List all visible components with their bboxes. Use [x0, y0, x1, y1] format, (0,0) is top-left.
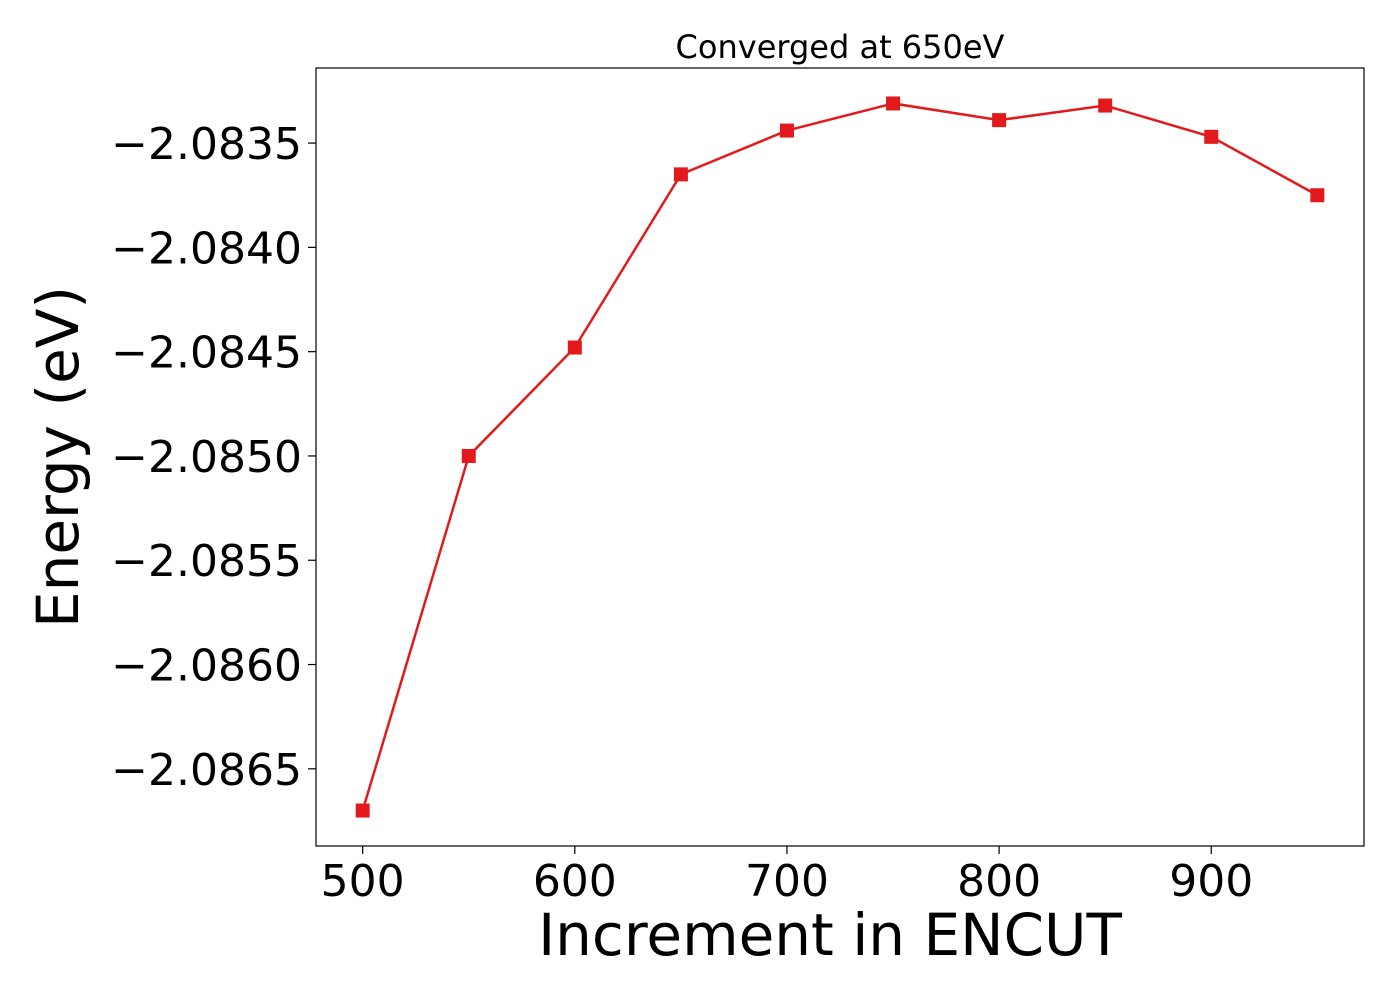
- data-point-marker: [992, 113, 1007, 128]
- series-layer: [355, 96, 1325, 818]
- data-point-marker: [567, 340, 582, 355]
- x-tick-label: 900: [1169, 856, 1253, 907]
- y-tick-label: −2.0865: [111, 745, 302, 796]
- y-tick-label: −2.0855: [111, 536, 302, 587]
- y-tick-label: −2.0860: [111, 641, 302, 692]
- chart-title: Converged at 650eV: [676, 28, 1005, 66]
- data-point-marker: [779, 123, 794, 138]
- data-point-marker: [461, 448, 476, 463]
- data-point-marker: [355, 803, 370, 818]
- y-axis: −2.0865 −2.0860 −2.0855 −2.0850 −2.0845 −2.08…: [111, 119, 316, 796]
- y-tick-label: −2.0840: [111, 223, 302, 274]
- plot-frame: [315, 67, 1365, 847]
- y-tick-label: −2.0835: [111, 119, 302, 170]
- x-tick-label: 700: [745, 856, 829, 907]
- data-point-marker: [1098, 98, 1113, 113]
- x-axis: 500 600 700 800 900: [321, 846, 1253, 907]
- data-point-marker: [673, 167, 688, 182]
- x-tick-label: 500: [321, 856, 405, 907]
- x-axis-label: Increment in ENCUT: [538, 901, 1122, 969]
- data-point-marker: [1310, 188, 1325, 203]
- y-tick-label: −2.0845: [111, 328, 302, 379]
- x-tick-label: 600: [533, 856, 617, 907]
- series-line: [361, 102, 1318, 811]
- y-tick-label: −2.0850: [111, 432, 302, 483]
- y-axis-label: Energy (eV): [24, 286, 92, 628]
- data-point-marker: [886, 96, 901, 111]
- x-tick-label: 800: [957, 856, 1041, 907]
- data-point-marker: [1204, 129, 1219, 144]
